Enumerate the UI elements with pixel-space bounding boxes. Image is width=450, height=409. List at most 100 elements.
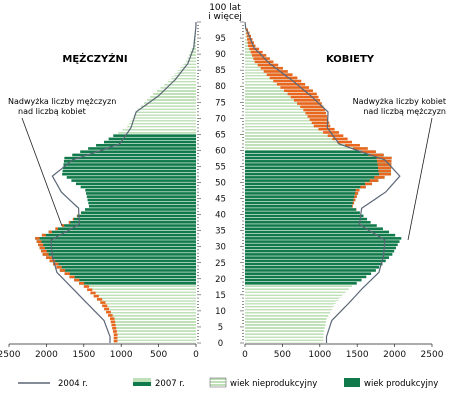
male-bar-age-68 xyxy=(129,122,196,125)
female-surplus-age-47 xyxy=(356,189,360,192)
male-surplus-age-12 xyxy=(100,301,105,304)
age-tick-label: 5 xyxy=(218,323,223,333)
age-tick-label: 90 xyxy=(215,50,226,60)
female-bar-age-47 xyxy=(245,189,359,192)
male-surplus-age-36 xyxy=(62,224,64,227)
female-bar-age-22 xyxy=(245,269,376,272)
age-tick-label: 80 xyxy=(215,82,226,92)
x-tick-label-left: 1500 xyxy=(72,350,95,360)
female-bar-age-18 xyxy=(245,282,357,285)
male-bar-age-26 xyxy=(46,256,196,259)
male-surplus-age-20 xyxy=(69,276,74,279)
male-bar-age-73 xyxy=(141,105,196,108)
female-bar-age-11 xyxy=(245,304,334,307)
male-bar-age-20 xyxy=(69,276,196,279)
male-surplus-age-0 xyxy=(114,340,118,343)
age-tick-label: 50 xyxy=(215,179,226,189)
female-surplus-age-52 xyxy=(379,173,391,176)
male-surplus-age-8 xyxy=(108,314,113,317)
age-tick-label: 60 xyxy=(215,146,226,156)
right-title: KOBIETY xyxy=(326,54,375,65)
female-bar-age-12 xyxy=(245,301,336,304)
female-bar-age-39 xyxy=(245,215,363,218)
male-bar-age-23 xyxy=(56,266,196,269)
male-bar-age-16 xyxy=(87,288,196,291)
female-surplus-age-66 xyxy=(318,128,334,131)
legend-2007-bar-swatch-lower xyxy=(133,382,151,386)
female-surplus-age-84 xyxy=(264,70,288,73)
male-bar-age-67 xyxy=(127,125,196,128)
female-bar-age-9 xyxy=(245,311,330,314)
male-surplus-age-21 xyxy=(65,272,70,275)
female-bar-age-57 xyxy=(245,157,392,160)
legend-2007-bar-swatch xyxy=(133,378,151,382)
female-bar-age-24 xyxy=(245,263,382,266)
age-tick-label: 30 xyxy=(215,243,226,253)
x-tick-label-left: 1000 xyxy=(110,350,133,360)
male-surplus-age-33 xyxy=(42,234,46,237)
male-bar-age-63 xyxy=(109,138,196,141)
annotation-left-line2: nad liczbą kobiet xyxy=(18,107,86,116)
annotation-right-line1: Nadwyżka liczby kobiet xyxy=(353,97,446,106)
female-bar-age-19 xyxy=(245,279,362,282)
male-surplus-age-29 xyxy=(40,247,45,250)
male-surplus-age-37 xyxy=(69,221,70,224)
male-bar-age-86 xyxy=(183,64,196,67)
male-bar-age-4 xyxy=(112,327,196,330)
female-bar-age-27 xyxy=(245,253,392,256)
female-bar-age-17 xyxy=(245,285,352,288)
annotation-left-pointer xyxy=(22,118,62,226)
female-surplus-age-79 xyxy=(280,86,309,89)
female-bar-age-2 xyxy=(245,333,324,336)
female-surplus-age-92 xyxy=(248,44,255,47)
age-tick-label: 20 xyxy=(215,275,226,285)
female-bar-age-42 xyxy=(245,205,353,208)
male-bar-age-36 xyxy=(62,224,196,227)
age-tick-label: 45 xyxy=(215,195,226,205)
male-surplus-age-32 xyxy=(35,237,39,240)
male-bar-age-46 xyxy=(86,192,196,195)
male-bar-age-24 xyxy=(53,263,196,266)
legend-working-label: wiek produkcyjny xyxy=(364,379,438,389)
female-surplus-age-49 xyxy=(365,183,372,186)
male-surplus-age-26 xyxy=(46,256,52,259)
female-bar-age-25 xyxy=(245,260,386,263)
female-surplus-age-88 xyxy=(253,57,269,60)
male-surplus-age-10 xyxy=(104,308,109,311)
age-tick-label: 15 xyxy=(215,291,226,301)
annotation-right-pointer xyxy=(408,118,432,240)
male-bar-age-37 xyxy=(69,221,196,224)
age-tick-label: 85 xyxy=(215,66,226,76)
female-bar-age-32 xyxy=(245,237,401,240)
male-bar-age-19 xyxy=(74,279,196,282)
male-bar-age-85 xyxy=(180,67,196,70)
annotation-left-line1: Nadwyżka liczby mężczyzn xyxy=(8,97,116,106)
age-tick-label: 70 xyxy=(215,114,226,124)
male-bar-age-38 xyxy=(73,218,196,221)
age-tick-label: 25 xyxy=(215,259,226,269)
legend-2004-label: 2004 r. xyxy=(58,379,88,389)
female-surplus-age-80 xyxy=(277,83,305,86)
age-tick-label: 75 xyxy=(215,98,226,108)
male-bar-age-49 xyxy=(76,183,196,186)
female-bar-age-49 xyxy=(245,183,372,186)
female-bar-age-51 xyxy=(245,176,385,179)
female-surplus-age-83 xyxy=(267,73,293,76)
age-tick-label: 55 xyxy=(215,162,226,172)
male-surplus-age-34 xyxy=(49,231,52,234)
x-tick-label-left: 500 xyxy=(150,350,167,360)
male-bar-age-27 xyxy=(43,253,196,256)
female-bar-age-40 xyxy=(245,211,360,214)
x-tick-label-left: 0 xyxy=(193,350,199,360)
female-bar-age-44 xyxy=(245,199,355,202)
male-surplus-age-13 xyxy=(97,298,102,301)
female-surplus-age-69 xyxy=(310,118,329,121)
male-bar-age-66 xyxy=(123,128,196,131)
male-bar-age-1 xyxy=(114,337,196,340)
x-tick-label-right: 1000 xyxy=(308,350,331,360)
male-bar-age-54 xyxy=(63,166,196,169)
age-tick-label: 65 xyxy=(215,130,226,140)
female-bar-age-48 xyxy=(245,186,366,189)
male-bar-age-55 xyxy=(63,163,196,166)
